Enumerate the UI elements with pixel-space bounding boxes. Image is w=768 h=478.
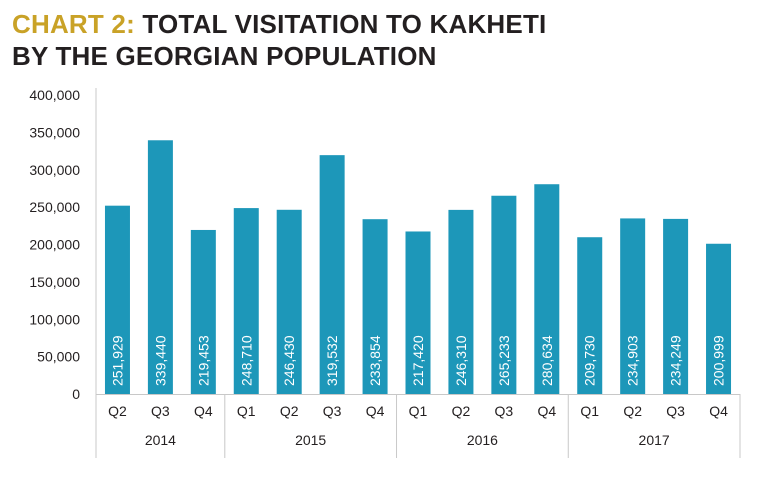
- bar-value-label: 248,710: [238, 335, 254, 386]
- y-tick-label: 150,000: [29, 274, 80, 290]
- bar-value-label: 200,999: [711, 335, 727, 386]
- chart-title-line1: TOTAL VISITATION TO KAKHETI: [142, 9, 547, 39]
- bar: [319, 155, 345, 394]
- bar-value-label: 339,440: [152, 335, 168, 386]
- y-axis: 0 50,000 100,000 150,000 200,000 250,000 300,0…: [29, 87, 97, 458]
- x-tick-label: Q1: [409, 403, 428, 419]
- year-label: 2014: [145, 432, 176, 448]
- x-tick-label: Q3: [495, 403, 514, 419]
- x-tick-label: Q3: [151, 403, 170, 419]
- x-tick-label: Q4: [194, 403, 213, 419]
- bar: [276, 209, 302, 394]
- y-tick-label: 200,000: [29, 237, 80, 253]
- bar: [706, 243, 732, 394]
- bar-value-label: 219,453: [195, 335, 211, 386]
- bar: [362, 219, 388, 394]
- bar-value-label: 209,730: [582, 335, 598, 386]
- bar-value-label: 265,233: [496, 335, 512, 386]
- x-tick-label: Q2: [452, 403, 471, 419]
- y-tick-label: 400,000: [29, 87, 80, 103]
- bar: [577, 237, 603, 394]
- x-tick-label: Q2: [108, 403, 127, 419]
- bar-value-label: 217,420: [410, 335, 426, 386]
- chart-title: CHART 2: TOTAL VISITATION TO KAKHETI BY T…: [12, 8, 546, 72]
- x-tick-label: Q2: [623, 403, 642, 419]
- y-tick-label: 250,000: [29, 199, 80, 215]
- bar: [147, 140, 173, 394]
- y-tick-label: 100,000: [29, 311, 80, 327]
- bar-value-label: 280,634: [539, 335, 555, 386]
- bar: [104, 205, 130, 394]
- bar: [405, 231, 431, 394]
- x-tick-label: Q4: [366, 403, 385, 419]
- x-tick-label: Q4: [709, 403, 728, 419]
- x-axis: Q2 Q3 Q4 Q1 Q2 Q3 Q4 Q1 Q2 Q3 Q4 Q1 Q2 Q3 Q4 2014 2015 20…: [96, 394, 741, 458]
- bar-value-label: 251,929: [109, 335, 125, 386]
- y-tick-label: 50,000: [37, 349, 80, 365]
- y-tick-label: 300,000: [29, 162, 80, 178]
- chart-title-line2: BY THE GEORGIAN POPULATION: [12, 41, 437, 71]
- bar: [620, 218, 646, 394]
- bar-value-label: 319,532: [324, 335, 340, 386]
- x-tick-label: Q4: [537, 403, 556, 419]
- bar: [233, 208, 259, 394]
- bar-value-label: 234,903: [625, 335, 641, 386]
- bar: [491, 195, 517, 394]
- year-label: 2015: [295, 432, 326, 448]
- bar-value-label: 246,430: [281, 335, 297, 386]
- y-tick-label: 350,000: [29, 124, 80, 140]
- x-tick-label: Q3: [323, 403, 342, 419]
- x-tick-label: Q2: [280, 403, 299, 419]
- bar-value-label: 234,249: [668, 335, 684, 386]
- x-tick-label: Q1: [580, 403, 599, 419]
- bar: [534, 184, 560, 394]
- bar-value-label: 246,310: [453, 335, 469, 386]
- year-label: 2017: [639, 432, 670, 448]
- x-tick-label: Q1: [237, 403, 256, 419]
- bar-value-label: 233,854: [367, 335, 383, 386]
- y-tick-label: 0: [72, 386, 80, 402]
- bar: [190, 229, 216, 394]
- x-tick-label: Q3: [666, 403, 685, 419]
- chart-title-prefix: CHART 2:: [12, 9, 135, 39]
- bar: [448, 209, 474, 394]
- bar: [663, 218, 689, 394]
- year-label: 2016: [467, 432, 498, 448]
- bars: 251,929 339,440 219,453 248,710 246,430 319,5…: [104, 140, 732, 394]
